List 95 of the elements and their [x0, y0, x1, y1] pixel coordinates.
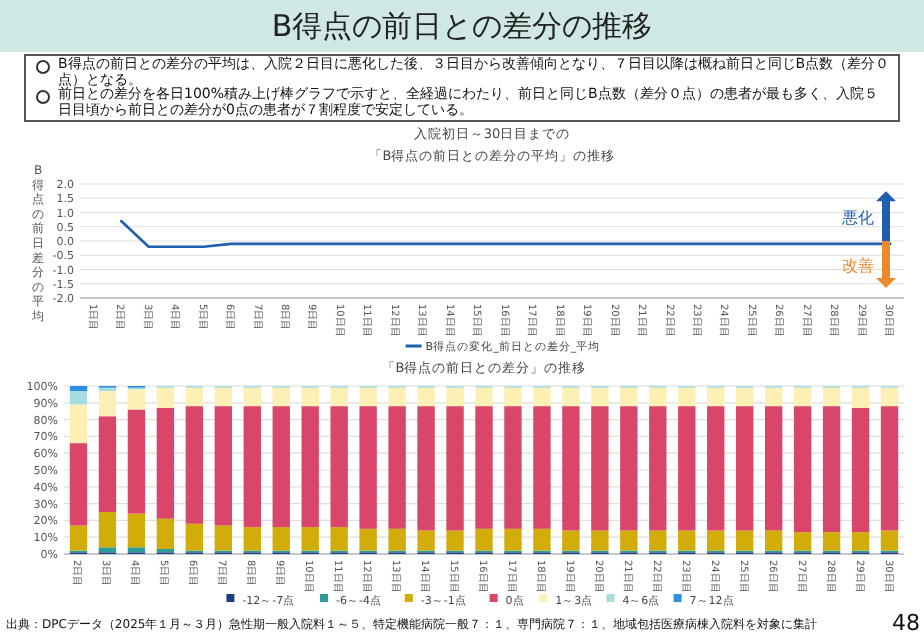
bar	[591, 387, 609, 407]
bar	[272, 406, 290, 528]
bar	[649, 387, 667, 407]
bar	[562, 387, 580, 407]
bar	[649, 406, 667, 531]
bar	[533, 528, 551, 551]
bar	[243, 406, 261, 528]
bar	[301, 406, 319, 528]
bar	[678, 530, 696, 551]
bar	[591, 530, 609, 551]
text: B得点の前日との差分の推移	[0, 0, 924, 52]
bar	[562, 406, 580, 531]
bar	[678, 406, 696, 531]
bar	[359, 387, 377, 407]
bar	[736, 530, 754, 551]
bar	[736, 387, 754, 407]
bar	[851, 407, 870, 533]
bar	[620, 406, 638, 531]
bar	[793, 532, 812, 551]
bar	[388, 406, 406, 529]
bar	[185, 406, 204, 524]
bar	[533, 387, 551, 407]
bar	[127, 389, 146, 410]
bar	[880, 387, 899, 407]
annotation: 悪化	[840, 208, 874, 227]
bar	[301, 387, 319, 407]
bar	[330, 406, 348, 528]
bar	[880, 406, 899, 531]
bar	[504, 387, 522, 407]
text: 48	[892, 610, 920, 636]
bar	[127, 547, 146, 553]
bar	[330, 387, 348, 407]
bar	[301, 527, 319, 551]
bar	[562, 530, 580, 551]
bar	[822, 387, 841, 407]
bar	[851, 532, 870, 551]
bar	[69, 525, 88, 551]
bar	[446, 530, 464, 551]
bar	[707, 530, 725, 551]
bar	[359, 528, 377, 551]
bar	[851, 387, 870, 408]
bar	[388, 528, 406, 551]
bar	[793, 387, 812, 407]
bar	[156, 518, 175, 549]
bar	[417, 406, 435, 531]
bar	[156, 387, 175, 408]
bar	[678, 387, 696, 407]
bar	[475, 528, 493, 551]
bar	[620, 387, 638, 407]
bar	[243, 387, 261, 407]
bar	[620, 530, 638, 551]
bar	[475, 387, 493, 407]
bar	[214, 387, 232, 407]
bar	[69, 386, 88, 392]
bar	[880, 530, 899, 551]
bar	[504, 528, 522, 551]
bar	[649, 530, 667, 551]
bar	[533, 406, 551, 529]
bar	[214, 406, 232, 526]
bar	[764, 387, 783, 407]
bar	[736, 406, 754, 531]
bar	[98, 512, 117, 548]
bar	[764, 406, 783, 531]
bar	[359, 406, 377, 529]
bar	[822, 406, 841, 533]
bar	[446, 387, 464, 407]
bar	[185, 523, 204, 551]
bar	[69, 443, 88, 526]
bar	[475, 406, 493, 529]
bar	[707, 406, 725, 531]
bar	[793, 406, 812, 533]
bar	[272, 527, 290, 551]
bar	[707, 387, 725, 407]
bar	[243, 527, 261, 551]
bar	[822, 532, 841, 551]
bar	[185, 387, 204, 407]
bar	[127, 409, 146, 514]
bar	[272, 387, 290, 407]
bar	[69, 404, 88, 444]
bar	[764, 530, 783, 551]
bar	[98, 547, 117, 553]
bar	[156, 407, 175, 519]
bar	[417, 530, 435, 551]
bar	[417, 387, 435, 407]
bar	[214, 525, 232, 551]
bar	[504, 406, 522, 529]
bar	[127, 513, 146, 548]
annotation: 改善	[842, 257, 874, 276]
bar	[98, 416, 117, 512]
bar	[388, 387, 406, 407]
bar	[98, 391, 117, 417]
bar	[446, 406, 464, 531]
bar	[69, 391, 88, 405]
bar	[591, 406, 609, 531]
bar	[330, 527, 348, 551]
